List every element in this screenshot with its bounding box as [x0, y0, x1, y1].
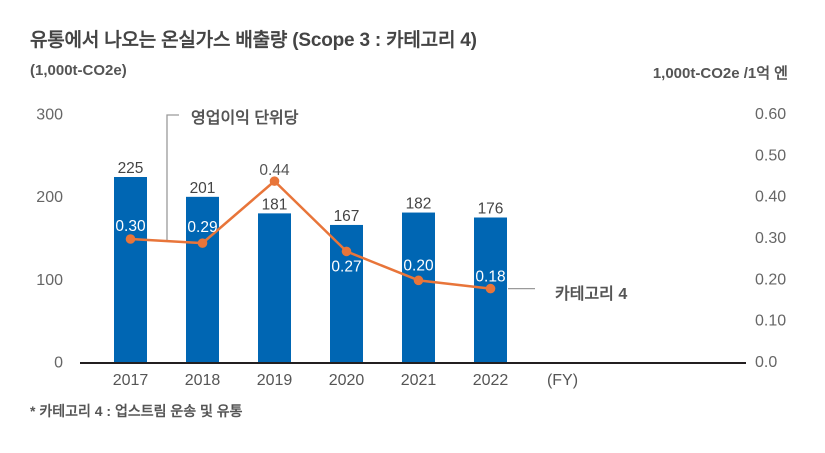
line-series — [130, 179, 491, 290]
annotation-bar-series: 카테고리 4 — [555, 286, 628, 303]
line-value-label-2018: 0.29 — [187, 219, 217, 236]
line-series-group — [125, 176, 496, 294]
x-tick-label: 2019 — [257, 372, 293, 389]
left-y-tick-label: 200 — [36, 189, 63, 206]
line-value-label-2021: 0.20 — [403, 257, 434, 274]
callout-lines — [166, 114, 535, 290]
bar-value-label-2018: 201 — [190, 180, 216, 197]
bar-2020 — [330, 224, 363, 363]
right-y-tick-label: 0.10 — [755, 313, 786, 330]
line-value-label-2017: 0.30 — [115, 218, 146, 235]
right-y-tick-label: 0.20 — [755, 271, 786, 288]
x-tick-label: 2018 — [185, 372, 221, 389]
bar-value-label-2022: 176 — [478, 201, 504, 218]
right-y-tick-label: 0.50 — [755, 147, 786, 164]
right-y-tick-label: 0.60 — [755, 106, 786, 123]
chart-title: 유통에서 나오는 온실가스 배출량 (Scope 3 : 카테고리 4) — [30, 30, 477, 51]
x-tick-label: 2022 — [473, 372, 509, 389]
right-y-tick-label: 0.30 — [755, 230, 786, 247]
line-point-2019 — [269, 176, 280, 186]
left-axis-unit: (1,000t-CO2e) — [30, 62, 127, 79]
bar-value-label-2017: 225 — [118, 160, 144, 177]
bar-series — [114, 177, 507, 363]
line-value-label-2022: 0.18 — [475, 269, 505, 286]
line-value-label-2020: 0.27 — [331, 258, 361, 275]
bar-2019 — [258, 213, 291, 363]
line-point-2018 — [197, 238, 208, 248]
left-y-tick-label: 300 — [36, 107, 63, 124]
bar-2021 — [402, 212, 435, 363]
data-labels: 225 201 181 167 182 176 0.30 0.29 0.44 0.27 0.20 0.… — [115, 160, 505, 286]
axes: 0 100 200 300 0.0 0.10 0.20 0.30 0.40 0.50 0.60 201… — [36, 106, 786, 389]
bar-value-label-2021: 182 — [406, 196, 432, 213]
line-point-2020 — [341, 246, 352, 257]
line-point-2017 — [125, 234, 136, 244]
x-tick-label: 2017 — [113, 372, 149, 389]
x-tick-label: 2021 — [401, 372, 437, 389]
right-y-tick-label: 0.40 — [755, 189, 786, 206]
left-y-tick-label: 100 — [36, 272, 63, 289]
right-y-tick-label: 0.0 — [755, 354, 777, 371]
x-tick-label: 2020 — [329, 372, 365, 389]
annotation-line-series: 영업이익 단위당 — [191, 110, 299, 127]
line-point-2021 — [413, 275, 424, 286]
bar-2017 — [114, 177, 147, 363]
bar-value-label-2020: 167 — [334, 208, 360, 225]
footnote: * 카테고리 4 : 업스트림 운송 및 유통 — [30, 403, 243, 419]
callout-line-series-leader — [166, 114, 179, 240]
line-value-label-2019: 0.44 — [259, 162, 290, 179]
x-axis-label: (FY) — [547, 372, 578, 389]
bar-2018 — [186, 196, 219, 363]
bar-value-label-2019: 181 — [262, 196, 288, 213]
line-point-2022 — [485, 283, 496, 294]
right-axis-unit: 1,000t-CO2e /1억 엔 — [652, 65, 788, 82]
left-y-tick-label: 0 — [54, 355, 63, 372]
